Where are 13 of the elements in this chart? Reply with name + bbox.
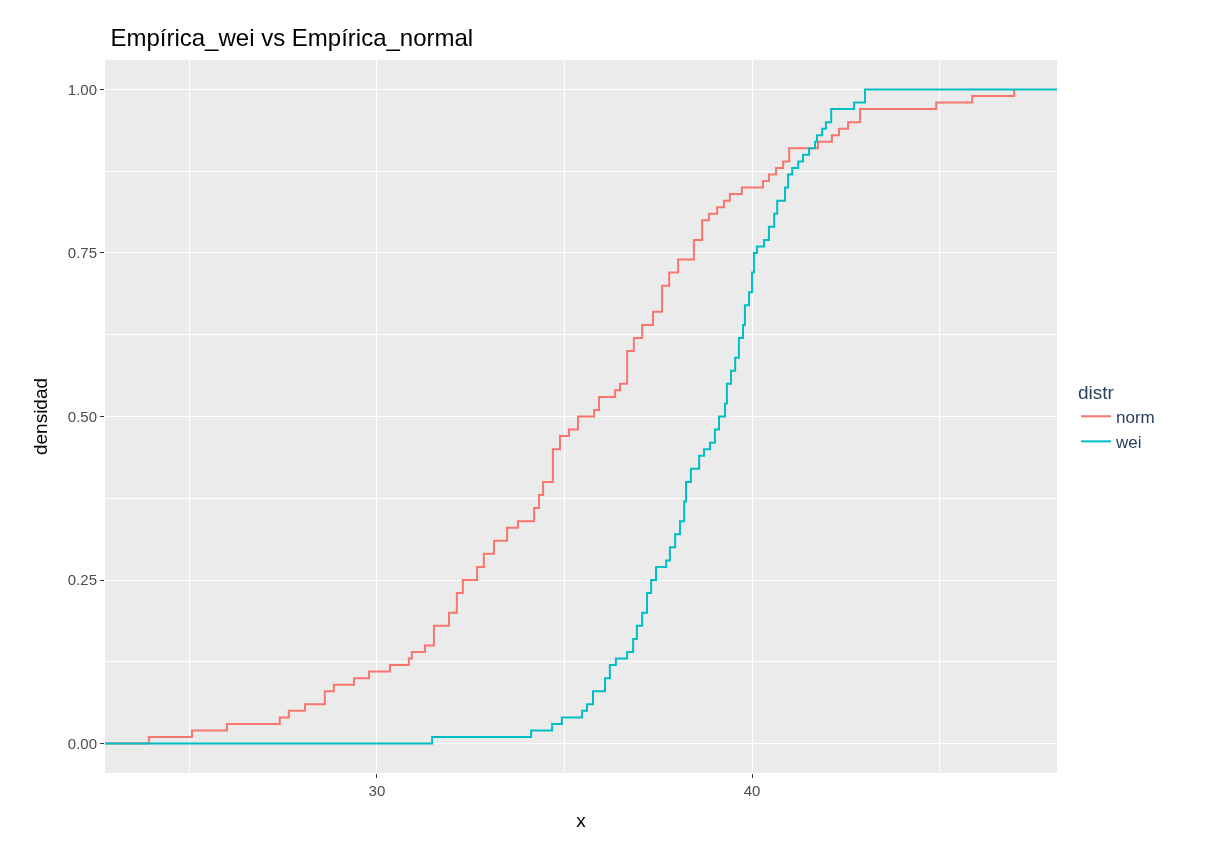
y-tick-label: 1.00 xyxy=(67,80,97,98)
legend-label: wei xyxy=(1115,432,1142,452)
chart-title: Empírica_wei vs Empírica_normal xyxy=(110,24,474,52)
legend-label: norm xyxy=(1116,407,1155,427)
y-tick-label: 0.75 xyxy=(67,244,97,262)
x-tick-label: 40 xyxy=(743,782,761,799)
x-axis-title: x xyxy=(576,809,587,831)
y-axis-title: densidad xyxy=(29,377,51,456)
y-tick-label: 0.25 xyxy=(67,571,97,589)
y-tick-label: 0.00 xyxy=(67,734,97,752)
legend-title: distr xyxy=(1078,381,1115,403)
y-tick-label: 0.50 xyxy=(67,407,97,425)
x-tick-label: 30 xyxy=(368,782,386,799)
